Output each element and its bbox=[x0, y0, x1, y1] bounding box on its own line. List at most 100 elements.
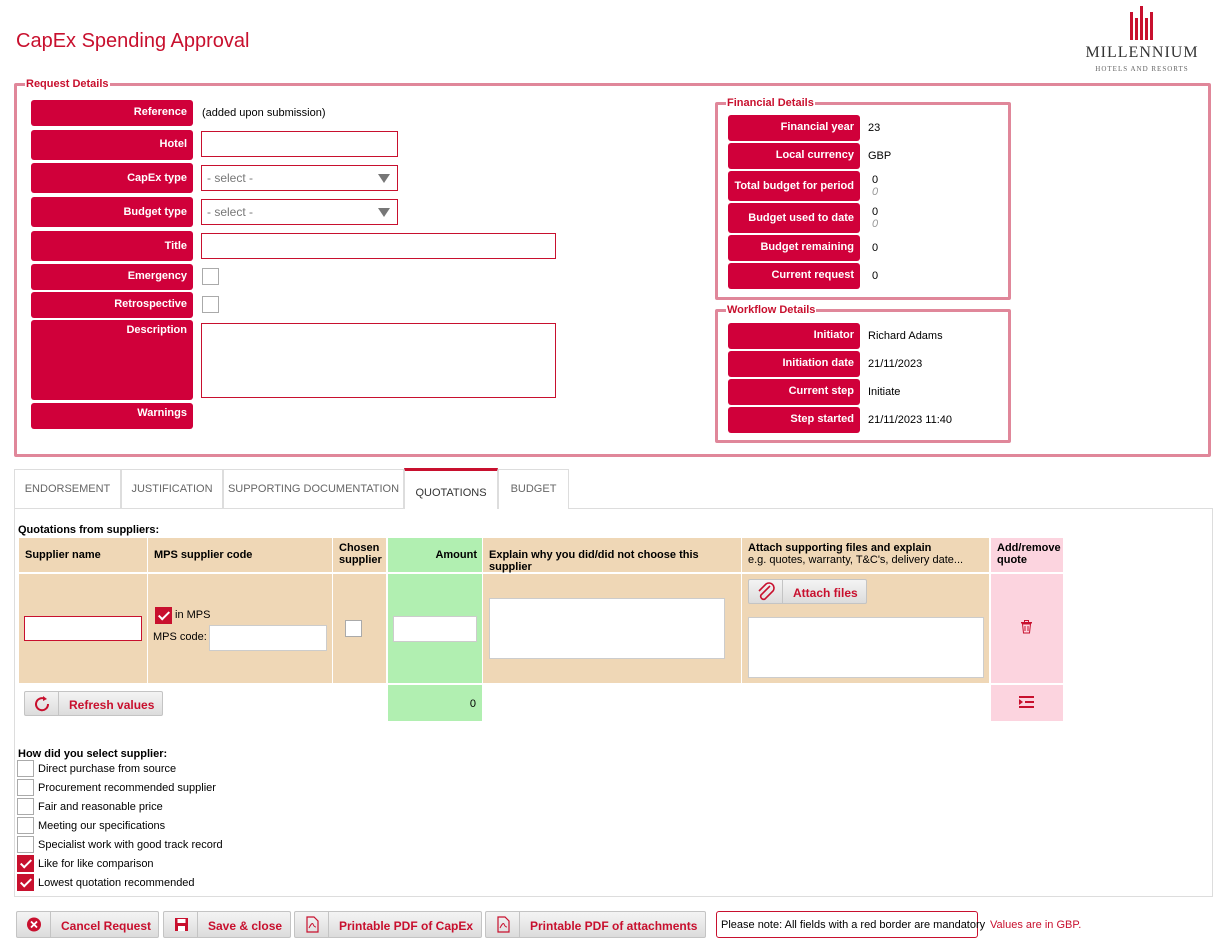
supplier-name-input[interactable] bbox=[24, 616, 142, 641]
cancel-request-label: Cancel Request bbox=[61, 919, 152, 933]
tab-quotations[interactable]: QUOTATIONS bbox=[404, 468, 498, 509]
select-option-label: Meeting our specifications bbox=[38, 820, 166, 832]
select-option-label: Procurement recommended supplier bbox=[38, 782, 216, 794]
chevron-down-icon bbox=[378, 208, 390, 217]
table-row-remove-cell bbox=[991, 574, 1063, 683]
trash-icon[interactable] bbox=[1020, 620, 1033, 634]
tab-budget[interactable]: BUDGET bbox=[498, 469, 569, 509]
budget-type-select[interactable]: - select - bbox=[201, 199, 398, 225]
logo-name: MILLENNIUM bbox=[1085, 44, 1199, 61]
financial-details-legend: Financial Details bbox=[727, 97, 814, 109]
tab-endorsement[interactable]: ENDORSEMENT bbox=[14, 469, 121, 509]
mps-code-input[interactable] bbox=[209, 625, 327, 651]
col-chosen-line-2: supplier bbox=[339, 554, 382, 566]
col-attach: Attach supporting files and explain e.g.… bbox=[742, 538, 989, 572]
select-option-label: Like for like comparison bbox=[38, 858, 154, 870]
capex-type-label: CapEx type bbox=[31, 163, 193, 193]
capex-type-value: - select - bbox=[207, 171, 254, 185]
printable-pdf-capex-button[interactable]: Printable PDF of CapEx bbox=[294, 911, 482, 938]
initiation-date-label: Initiation date bbox=[728, 351, 860, 377]
step-started-label: Step started bbox=[728, 407, 860, 433]
amount-input[interactable] bbox=[393, 616, 477, 642]
retrospective-checkbox[interactable] bbox=[202, 296, 219, 313]
millennium-logo: MILLENNIUM HOTELS AND RESORTS bbox=[1082, 6, 1202, 78]
budget-used-label: Budget used to date bbox=[728, 203, 860, 233]
initiation-date-value: 21/11/2023 bbox=[868, 358, 923, 370]
refresh-values-button[interactable]: Refresh values bbox=[24, 691, 163, 716]
explain-textarea[interactable] bbox=[489, 598, 725, 659]
budget-remaining-value: 0 bbox=[872, 242, 879, 254]
save-close-label: Save & close bbox=[208, 919, 283, 933]
selection-heading: How did you select supplier: bbox=[18, 748, 168, 760]
pdf-icon bbox=[295, 912, 329, 937]
col-add-remove-line-1: Add/remove bbox=[997, 542, 1061, 554]
budget-used-sub-value: 0 bbox=[872, 218, 879, 230]
select-option-label: Fair and reasonable price bbox=[38, 801, 163, 813]
quotations-heading: Quotations from suppliers: bbox=[18, 524, 160, 536]
col-chosen-supplier: Chosen supplier bbox=[333, 538, 386, 572]
local-currency-value: GBP bbox=[868, 150, 892, 162]
pdf-icon bbox=[486, 912, 520, 937]
col-add-remove: Add/remove quote bbox=[991, 538, 1063, 572]
select-option-checkbox[interactable] bbox=[17, 760, 34, 777]
local-currency-label: Local currency bbox=[728, 143, 860, 169]
cancel-icon bbox=[17, 912, 51, 937]
select-option-checkbox[interactable] bbox=[17, 855, 34, 872]
workflow-details-panel: Workflow Details bbox=[715, 305, 1011, 443]
select-option-label: Direct purchase from source bbox=[38, 763, 177, 775]
select-option-checkbox[interactable] bbox=[17, 874, 34, 891]
title-label: Title bbox=[31, 231, 193, 261]
request-details-legend: Request Details bbox=[26, 78, 109, 90]
col-attach-title: Attach supporting files and explain bbox=[748, 542, 932, 554]
col-explain: Explain why you did/did not choose this … bbox=[483, 538, 741, 573]
col-mps-supplier-code: MPS supplier code bbox=[148, 538, 332, 572]
tab-justification[interactable]: JUSTIFICATION bbox=[121, 469, 223, 509]
total-budget-sub-value: 0 bbox=[872, 186, 879, 198]
select-option-checkbox[interactable] bbox=[17, 798, 34, 815]
tab-supporting-documentation[interactable]: SUPPORTING DOCUMENTATION bbox=[223, 469, 404, 509]
select-option-label: Lowest quotation recommended bbox=[38, 877, 195, 889]
refresh-icon bbox=[25, 692, 59, 715]
printable-pdf-attachments-label: Printable PDF of attachments bbox=[530, 919, 698, 933]
col-add-remove-line-2: quote bbox=[997, 554, 1027, 566]
paperclip-icon bbox=[749, 580, 783, 603]
capex-type-select[interactable]: - select - bbox=[201, 165, 398, 191]
budget-used-value: 0 bbox=[872, 206, 879, 218]
select-option-label: Specialist work with good track record bbox=[38, 839, 223, 851]
budget-type-label: Budget type bbox=[31, 197, 193, 227]
printable-pdf-capex-label: Printable PDF of CapEx bbox=[339, 919, 474, 933]
chosen-supplier-checkbox[interactable] bbox=[345, 620, 362, 637]
printable-pdf-attachments-button[interactable]: Printable PDF of attachments bbox=[485, 911, 706, 938]
refresh-values-label: Refresh values bbox=[69, 698, 155, 712]
emergency-checkbox[interactable] bbox=[202, 268, 219, 285]
total-budget-label: Total budget for period bbox=[728, 171, 860, 201]
financial-details-panel: Financial Details bbox=[715, 98, 1011, 300]
current-step-value: Initiate bbox=[868, 386, 901, 398]
logo-bars-icon bbox=[1130, 6, 1154, 40]
page-title: CapEx Spending Approval bbox=[16, 30, 250, 52]
warnings-label: Warnings bbox=[31, 403, 193, 429]
financial-year-label: Financial year bbox=[728, 115, 860, 141]
emergency-label: Emergency bbox=[31, 264, 193, 290]
col-amount: Amount bbox=[388, 538, 482, 572]
save-close-button[interactable]: Save & close bbox=[163, 911, 291, 938]
budget-remaining-label: Budget remaining bbox=[728, 235, 860, 261]
add-row-icon[interactable] bbox=[1019, 696, 1034, 708]
budget-type-value: - select - bbox=[207, 205, 254, 219]
mps-code-label: MPS code: bbox=[153, 631, 207, 643]
in-mps-checkbox[interactable] bbox=[155, 607, 172, 624]
save-icon bbox=[164, 912, 198, 937]
cancel-request-button[interactable]: Cancel Request bbox=[16, 911, 159, 938]
attach-explain-textarea[interactable] bbox=[748, 617, 984, 678]
hotel-input[interactable] bbox=[201, 131, 398, 157]
title-input[interactable] bbox=[201, 233, 556, 259]
attach-files-button[interactable]: Attach files bbox=[748, 579, 867, 604]
reference-value: (added upon submission) bbox=[202, 107, 326, 119]
initiator-value: Richard Adams bbox=[868, 330, 943, 342]
select-option-checkbox[interactable] bbox=[17, 836, 34, 853]
description-textarea[interactable] bbox=[201, 323, 556, 398]
workflow-details-legend: Workflow Details bbox=[727, 304, 816, 316]
initiator-label: Initiator bbox=[728, 323, 860, 349]
select-option-checkbox[interactable] bbox=[17, 817, 34, 834]
select-option-checkbox[interactable] bbox=[17, 779, 34, 796]
